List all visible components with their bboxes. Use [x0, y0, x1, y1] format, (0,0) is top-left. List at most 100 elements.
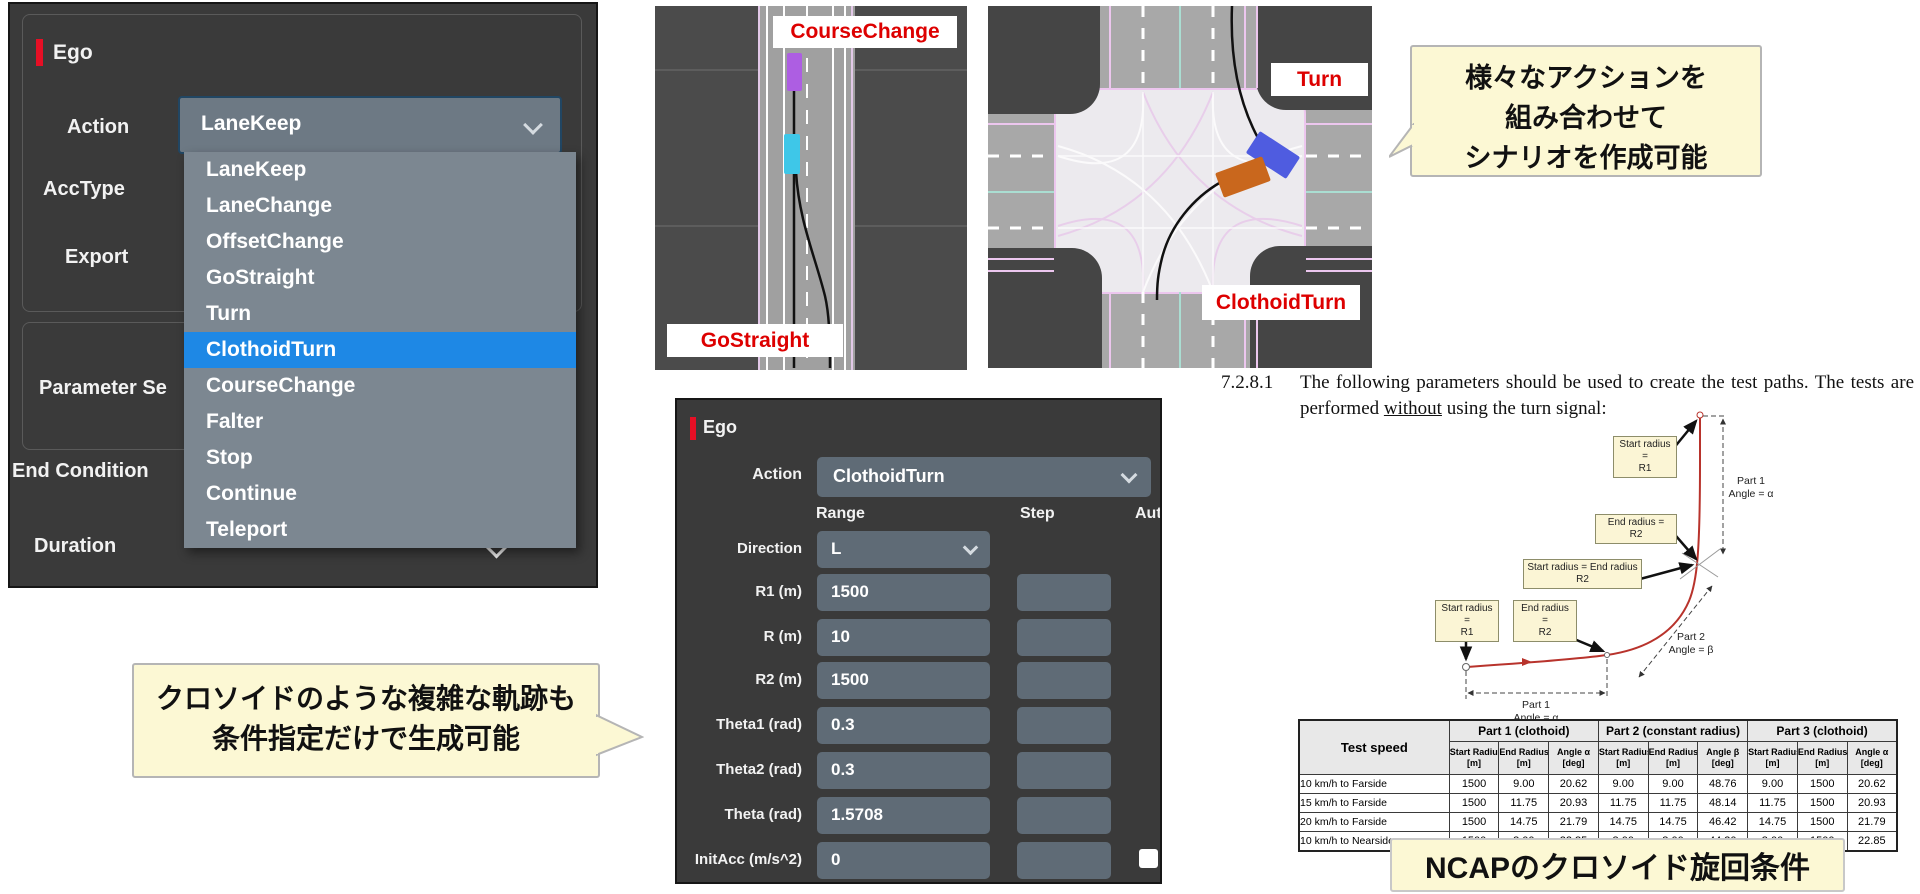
parameter-set-label: Parameter Se [39, 377, 167, 399]
center-dashed-line [806, 6, 808, 370]
dropdown-item-continue[interactable]: Continue [206, 482, 297, 505]
clothoid-speech-bubble: クロソイドのような複雑な軌跡も 条件指定だけで生成可能 [132, 663, 644, 778]
direction-select-value: L [831, 539, 842, 558]
chevron-down-icon [1120, 466, 1138, 484]
sub-header: Start Radius R2[m] [1747, 741, 1798, 775]
dropdown-item-teleport[interactable]: Teleport [206, 518, 288, 541]
theta-label: Theta (rad) [724, 806, 802, 823]
direction-select[interactable]: L [817, 531, 990, 568]
clothoid-path-diagram: Start radius = R1 End radius = R2 Start ra… [1410, 403, 1910, 733]
corner-block [988, 6, 1100, 114]
chevron-down-icon [523, 115, 543, 135]
go-straight-label: GoStraight [667, 324, 843, 357]
doc-text-underlined: without [1383, 398, 1442, 419]
ncap-banner: NCAPのクロソイド旋回条件 [1390, 838, 1845, 892]
initacc-label: InitAcc (m/s^2) [694, 851, 802, 868]
lane-line [851, 6, 853, 370]
course-change-label: CourseChange [773, 16, 957, 48]
initacc-step-input[interactable] [1017, 842, 1111, 879]
dropdown-item-coursechange[interactable]: CourseChange [206, 374, 356, 397]
theta2-label: Theta2 (rad) [716, 761, 802, 778]
sub-header: Angle β [deg] [1697, 741, 1749, 775]
r1-label: R1 (m) [755, 583, 802, 600]
range-column-header: Range [816, 505, 865, 522]
part3-group-header: Part 3 (clothoid) [1747, 719, 1898, 742]
clothoid-turn-label: ClothoidTurn [1202, 285, 1360, 320]
sub-header: End Radius R1[m] [1796, 741, 1848, 775]
orange-vehicle [1215, 156, 1271, 198]
action-select[interactable]: ClothoidTurn [817, 457, 1151, 497]
corner-block [988, 248, 1102, 368]
trajectory-layer [784, 53, 832, 369]
guide-line-pattern [1057, 91, 1303, 293]
dropdown-item-offsetchange[interactable]: OffsetChange [206, 230, 344, 253]
part1-group-header: Part 1 (clothoid) [1448, 719, 1599, 742]
bubble-line: 様々なアクションを [1465, 63, 1707, 93]
chevron-down-icon [962, 539, 979, 556]
action-select-value: ClothoidTurn [833, 466, 945, 486]
cyan-vehicle [784, 134, 800, 174]
dropdown-item-gostraight[interactable]: GoStraight [206, 266, 315, 289]
doc-section-number: 7.2.8.1 [1221, 372, 1274, 393]
r2-range-input[interactable]: 1500 [817, 662, 990, 699]
road-simulation-view[interactable]: CourseChange GoStraight [655, 6, 967, 370]
bubble-tail [596, 713, 644, 757]
r-range-input[interactable]: 10 [817, 619, 990, 656]
action-select[interactable]: LaneKeep [178, 96, 562, 154]
r2-step-input[interactable] [1017, 662, 1111, 699]
lane-line [783, 6, 785, 370]
sub-header: Angle α [deg] [1548, 741, 1599, 775]
lane-line [844, 6, 846, 370]
ego-accent-bar [36, 39, 43, 66]
start-radius-r1-callout: Start radius = R1 [1613, 436, 1677, 478]
action-select-value: LaneKeep [201, 112, 302, 135]
r2-label: R2 (m) [755, 671, 802, 688]
r1-range-input[interactable]: 1500 [817, 574, 990, 611]
end-radius-r2-callout: End radius = R2 [1595, 514, 1677, 544]
table-row: 20 km/h to Farside 1500 14.75 21.79 14.75 1… [1298, 812, 1898, 832]
junction-point [1604, 652, 1610, 658]
end-radius-r2-callout-lower: End radius = R2 [1513, 600, 1577, 642]
lane-line [766, 6, 768, 370]
actions-speech-bubble: 様々なアクションを 組み合わせて シナリオを作成可能 [1389, 45, 1762, 177]
theta1-step-input[interactable] [1017, 707, 1111, 744]
bubble-tail [1389, 123, 1414, 158]
table-row: 10 km/h to Farside 1500 9.00 20.62 9.00 9.0… [1298, 774, 1898, 794]
action-dropdown-list: LaneKeep LaneChange OffsetChange GoStrai… [184, 152, 576, 548]
table-row: 15 km/h to Farside 1500 11.75 20.93 11.75 1… [1298, 793, 1898, 813]
auto-column-header: Auto [1135, 505, 1162, 522]
theta1-range-input[interactable]: 0.3 [817, 707, 990, 744]
end-condition-label: End Condition [12, 460, 149, 482]
theta-range-input[interactable]: 1.5708 [817, 797, 990, 834]
dropdown-item-turn[interactable]: Turn [206, 302, 252, 325]
blue-vehicle [1246, 131, 1300, 179]
sub-header: End Radius R2[m] [1647, 741, 1699, 775]
start-radius-r1-callout-lower: Start radius = R1 [1435, 600, 1499, 642]
r-step-input[interactable] [1017, 619, 1111, 656]
initacc-range-input[interactable]: 0 [817, 842, 990, 879]
dropdown-item-stop[interactable]: Stop [206, 446, 253, 469]
part1-angle-label-right: Part 1 Angle = α [1728, 475, 1774, 501]
panel-title: Ego [53, 41, 93, 64]
dropdown-item-lanechange[interactable]: LaneChange [206, 194, 333, 217]
dropdown-item-falter[interactable]: Falter [206, 410, 264, 433]
acctype-label: AccType [43, 178, 125, 200]
ego-action-panel: Ego Action AccType Export LaneKeep Param… [8, 2, 598, 588]
sub-header: Start Radius R1[m] [1448, 741, 1500, 775]
theta-step-input[interactable] [1017, 797, 1111, 834]
theta2-range-input[interactable]: 0.3 [817, 752, 990, 789]
intersection-simulation-view[interactable]: Turn ClothoidTurn [988, 6, 1372, 368]
sub-header: Angle α [deg] [1846, 741, 1898, 775]
ego-section: Ego Action AccType Export LaneKeep [22, 14, 582, 312]
dropdown-item-clothoidturn-selected[interactable]: ClothoidTurn [184, 332, 576, 368]
dropdown-item-lanekeep[interactable]: LaneKeep [206, 158, 307, 181]
export-label: Export [65, 246, 129, 268]
auto-checkbox[interactable] [1139, 849, 1158, 868]
action-label: Action [752, 466, 802, 483]
r1-step-input[interactable] [1017, 574, 1111, 611]
bubble-line: 組み合わせて [1505, 102, 1667, 133]
lane-marking-layer [988, 6, 1372, 368]
bubble-line: 条件指定だけで生成可能 [211, 722, 520, 754]
theta2-step-input[interactable] [1017, 752, 1111, 789]
